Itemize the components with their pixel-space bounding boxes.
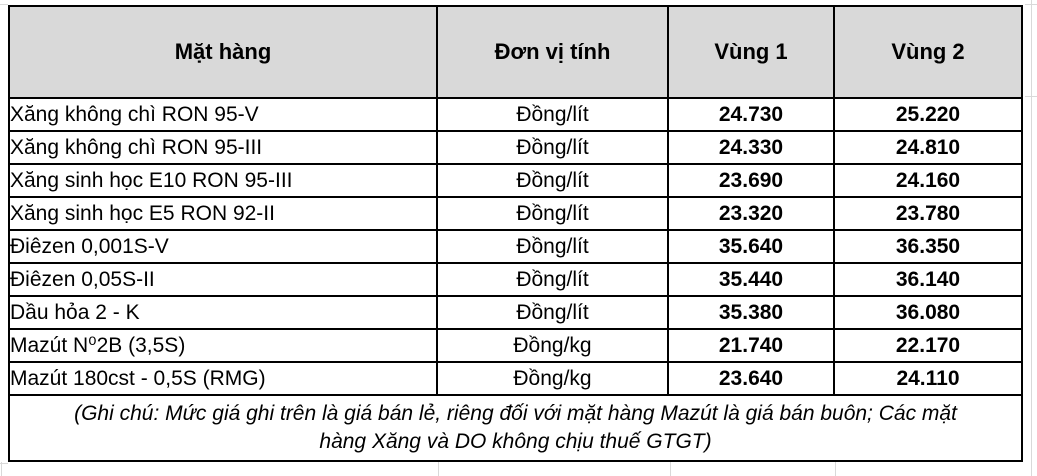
region1-cell: 23.690: [667, 163, 835, 198]
gridline: [0, 4, 8, 5]
region2-cell: 24.110: [833, 361, 1023, 396]
region1-cell: 23.320: [667, 196, 835, 231]
region1-cell: 24.730: [667, 97, 835, 132]
column-header-unit: Đơn vị tính: [436, 5, 669, 99]
unit-cell: Đồng/lít: [436, 196, 669, 231]
region2-cell: 36.350: [833, 229, 1023, 264]
region2-cell: 23.780: [833, 196, 1023, 231]
product-cell: Điêzen 0,001S-V: [8, 229, 438, 264]
product-cell: Mazút N⁰2B (3,5S): [8, 328, 438, 363]
unit-cell: Đồng/kg: [436, 328, 669, 363]
product-cell: Điêzen 0,05S-II: [8, 262, 438, 297]
column-header-region2: Vùng 2: [833, 5, 1023, 99]
table-row: Xăng không chì RON 95-III Đồng/lít 24.33…: [8, 130, 1023, 165]
product-cell: Xăng sinh học E10 RON 95-III: [8, 163, 438, 198]
region2-cell: 36.080: [833, 295, 1023, 330]
product-cell: Xăng không chì RON 95-III: [8, 130, 438, 165]
region2-cell: 22.170: [833, 328, 1023, 363]
table-row: Dầu hỏa 2 - K Đồng/lít 35.380 36.080: [8, 295, 1023, 330]
unit-cell: Đồng/lít: [436, 262, 669, 297]
unit-cell: Đồng/lít: [436, 97, 669, 132]
product-cell: Xăng sinh học E5 RON 92-II: [8, 196, 438, 231]
region1-cell: 35.640: [667, 229, 835, 264]
table-row: Mazút 180cst - 0,5S (RMG) Đồng/kg 23.640…: [8, 361, 1023, 396]
region1-cell: 21.740: [667, 328, 835, 363]
table-row: Điêzen 0,001S-V Đồng/lít 35.640 36.350: [8, 229, 1023, 264]
column-header-region1: Vùng 1: [667, 5, 835, 99]
region1-cell: 24.330: [667, 130, 835, 165]
gridline: [438, 462, 439, 476]
region2-cell: 25.220: [833, 97, 1023, 132]
gridline: [1, 462, 2, 476]
unit-cell: Đồng/lít: [436, 229, 669, 264]
unit-cell: Đồng/lít: [436, 295, 669, 330]
unit-cell: Đồng/lít: [436, 163, 669, 198]
table-row: Xăng sinh học E5 RON 92-II Đồng/lít 23.3…: [8, 196, 1023, 231]
gridline: [835, 462, 836, 476]
product-cell: Mazút 180cst - 0,5S (RMG): [8, 361, 438, 396]
unit-cell: Đồng/lít: [436, 130, 669, 165]
gridline: [670, 462, 671, 476]
footnote-line1: (Ghi chú: Mức giá ghi trên là giá bán lẻ…: [74, 402, 957, 425]
region1-cell: 23.640: [667, 361, 835, 396]
unit-cell: Đồng/kg: [436, 361, 669, 396]
region2-cell: 36.140: [833, 262, 1023, 297]
product-cell: Xăng không chì RON 95-V: [8, 97, 438, 132]
table-row: Xăng không chì RON 95-V Đồng/lít 24.730 …: [8, 97, 1023, 132]
region1-cell: 35.380: [667, 295, 835, 330]
table-row: Mazút N⁰2B (3,5S) Đồng/kg 21.740 22.170: [8, 328, 1023, 363]
note-row: (Ghi chú: Mức giá ghi trên là giá bán lẻ…: [8, 394, 1023, 462]
fuel-price-table: Mặt hàng Đơn vị tính Vùng 1 Vùng 2 Xăng …: [8, 5, 1023, 462]
footnote-line2: hàng Xăng và DO không chịu thuế GTGT): [319, 430, 712, 453]
product-cell: Dầu hỏa 2 - K: [8, 295, 438, 330]
region2-cell: 24.160: [833, 163, 1023, 198]
table-row: Điêzen 0,05S-II Đồng/lít 35.440 36.140: [8, 262, 1023, 297]
header-row: Mặt hàng Đơn vị tính Vùng 1 Vùng 2: [8, 5, 1023, 99]
region2-cell: 24.810: [833, 130, 1023, 165]
gridline: [0, 463, 8, 464]
gridline: [1031, 0, 1032, 476]
table-row: Xăng sinh học E10 RON 95-III Đồng/lít 23…: [8, 163, 1023, 198]
column-header-product: Mặt hàng: [8, 5, 438, 99]
region1-cell: 35.440: [667, 262, 835, 297]
footnote: (Ghi chú: Mức giá ghi trên là giá bán lẻ…: [8, 394, 1023, 462]
